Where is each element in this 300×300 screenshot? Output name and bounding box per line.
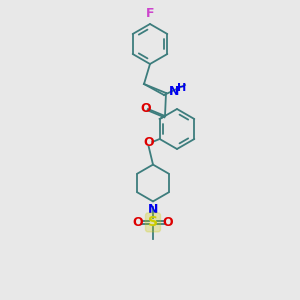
Text: O: O: [163, 216, 173, 229]
Text: N: N: [148, 203, 158, 216]
Text: N: N: [168, 85, 179, 98]
Text: H: H: [177, 83, 186, 93]
Text: F: F: [146, 8, 154, 20]
Text: O: O: [143, 136, 154, 149]
Text: O: O: [140, 103, 151, 116]
Text: O: O: [133, 216, 143, 229]
Text: S: S: [148, 215, 158, 230]
